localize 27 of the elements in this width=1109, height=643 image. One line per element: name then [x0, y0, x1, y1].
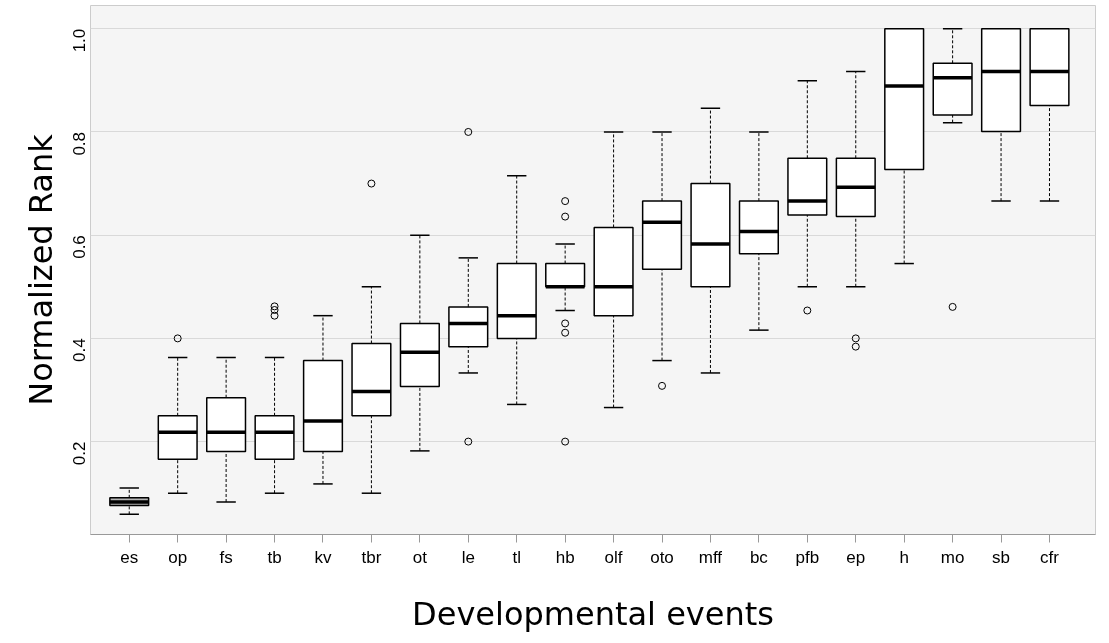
x-axis-title: Developmental events — [412, 594, 774, 633]
y-tick-label: 0.6 — [70, 235, 90, 259]
x-tick-label: hb — [555, 547, 575, 567]
x-tick-label: tb — [267, 547, 282, 567]
x-tick-label: le — [461, 547, 475, 567]
x-tick-label: mff — [698, 547, 723, 567]
y-tick-label: 0.4 — [70, 338, 90, 363]
x-tick-label: op — [168, 547, 188, 567]
y-axis-title: Normalized Rank — [21, 133, 60, 406]
x-tick-label: cfr — [1040, 547, 1060, 567]
x-tick-label: ep — [846, 547, 866, 567]
y-tick-label: 0.8 — [70, 131, 90, 156]
x-tick-label: ot — [412, 547, 428, 567]
x-tick-label: mo — [940, 547, 965, 567]
x-tick-label: fs — [219, 547, 233, 567]
x-tick-label: h — [899, 547, 909, 567]
x-tick-label: olf — [604, 547, 623, 567]
x-tick-label: bc — [749, 547, 769, 567]
x-tick-label: oto — [650, 547, 674, 567]
y-tick-label: 0.2 — [70, 441, 90, 466]
x-tick-label: tl — [512, 547, 521, 567]
x-tick-label: sb — [992, 547, 1011, 567]
x-tick-label: tbr — [361, 547, 382, 567]
y-tick-label: 1.0 — [70, 28, 90, 53]
x-tick-label: pfb — [795, 547, 820, 567]
x-tick-label: kv — [314, 547, 332, 567]
x-tick-label: es — [120, 547, 139, 567]
